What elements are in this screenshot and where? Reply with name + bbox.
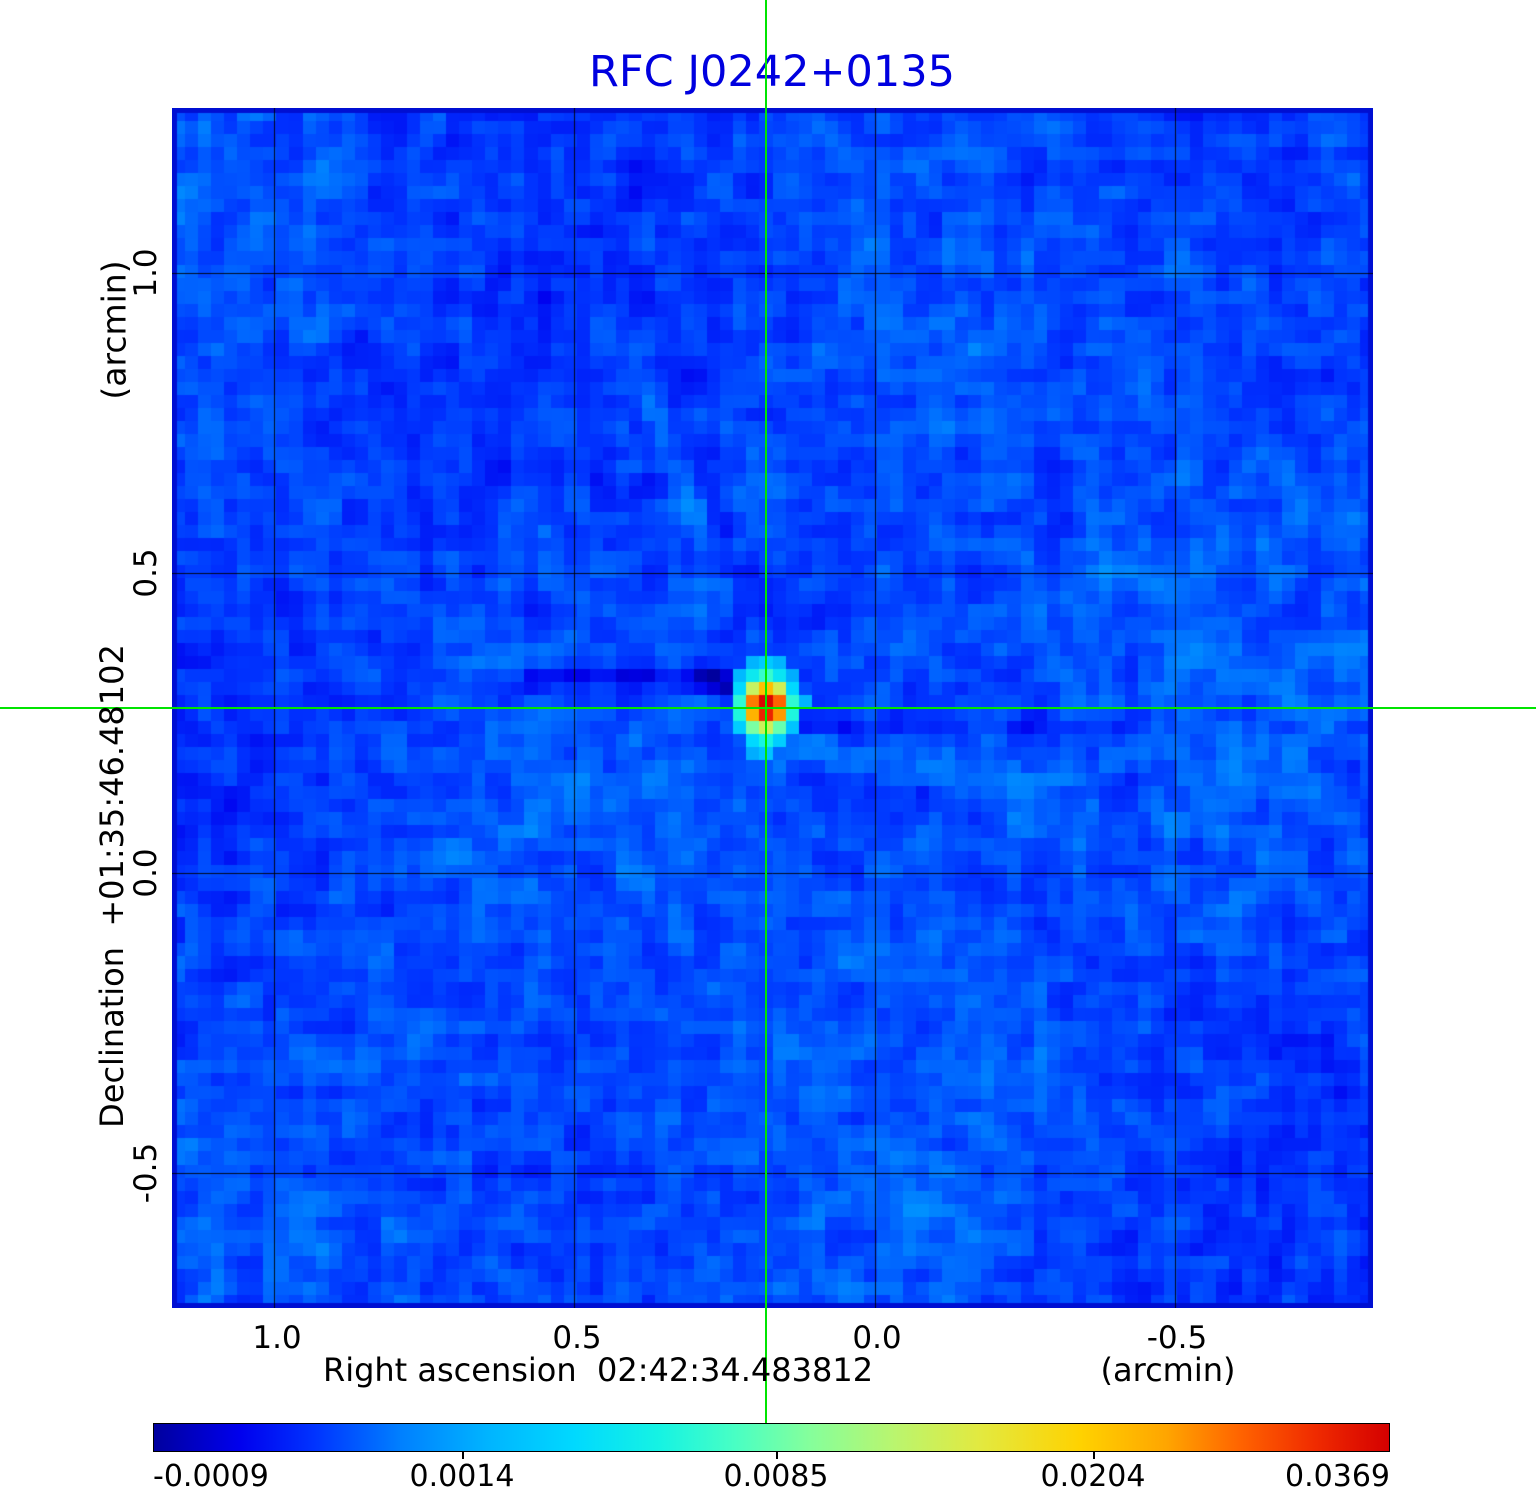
colorbar-label: 0.0204 — [1040, 1459, 1146, 1494]
y-axis-label: Declination +01:35:46.48102 — [93, 644, 131, 1128]
colorbar-label: -0.0009 — [153, 1459, 269, 1494]
chart-title: RFC J0242+0135 — [589, 47, 955, 97]
y-tick-label: 0.5 — [128, 548, 164, 598]
colorbar-label: 0.0369 — [1285, 1459, 1390, 1494]
colorbar-tick — [1093, 1452, 1095, 1459]
x-tick-label: 0.0 — [852, 1320, 902, 1356]
y-tick-label: 1.0 — [128, 248, 164, 298]
colorbar-label: 0.0085 — [723, 1459, 829, 1494]
y-tick-label: 0.0 — [128, 848, 164, 898]
x-axis-unit-label: (arcmin) — [1100, 1351, 1236, 1389]
crosshair-horizontal-line — [0, 707, 1536, 709]
x-tick-label: 0.5 — [552, 1320, 602, 1356]
crosshair-vertical-line — [765, 0, 767, 1423]
colorbar-label: 0.0014 — [409, 1459, 515, 1494]
x-axis-label: Right ascension 02:42:34.483812 — [322, 1351, 874, 1389]
x-tick-label: -0.5 — [1146, 1320, 1208, 1356]
x-tick-label: 1.0 — [252, 1320, 302, 1356]
colorbar-tick — [776, 1452, 778, 1459]
colorbar-tick — [462, 1452, 464, 1459]
colorbar-gradient — [153, 1423, 1390, 1452]
y-tick-label: -0.5 — [128, 1142, 164, 1204]
